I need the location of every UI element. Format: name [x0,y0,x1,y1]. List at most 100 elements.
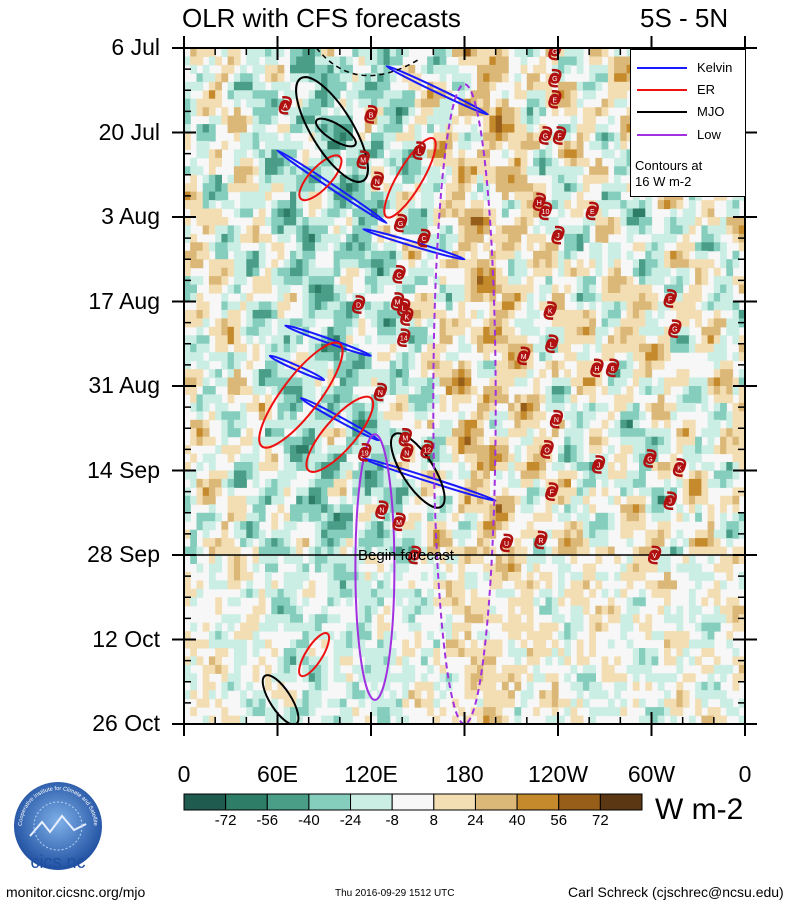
heatmap-cell [614,73,621,83]
heatmap-cell [632,318,640,328]
heatmap-cell [371,673,378,683]
heatmap-cell [614,571,621,581]
heatmap-cell [445,284,453,294]
heatmap-cell [333,56,341,66]
heatmap-cell [495,495,503,505]
heatmap-cell [458,335,466,345]
heatmap-cell [514,546,522,556]
heatmap-cell [626,436,634,446]
heatmap-cell [470,580,478,590]
heatmap-cell [682,673,690,683]
heatmap-cell [470,656,478,666]
heatmap-cell [445,504,453,514]
heatmap-cell [495,64,503,74]
heatmap-cell [439,200,447,210]
heatmap-cell [470,284,478,294]
heatmap-cell [514,124,522,134]
heatmap-cell [277,419,285,429]
heatmap-cell [682,250,690,260]
heatmap-cell [389,546,397,556]
heatmap-cell [314,664,322,674]
heatmap-cell [483,276,490,286]
heatmap-cell [277,478,285,488]
heatmap-cell [333,462,341,471]
heatmap-cell [477,597,484,607]
heatmap-cell [464,56,472,66]
heatmap-cell [670,301,677,311]
heatmap-cell [526,648,534,657]
heatmap-cell [314,622,322,632]
heatmap-cell [576,326,584,336]
heatmap-cell [265,107,272,117]
heatmap-cell [308,673,316,683]
heatmap-cell [377,56,384,66]
heatmap-cell [196,318,204,328]
heatmap-cell [713,681,721,691]
heatmap-cell [489,639,497,649]
heatmap-cell [495,386,503,395]
heatmap-cell [233,681,241,691]
heatmap-cell [439,512,447,522]
heatmap-cell [271,73,279,83]
heatmap-cell [639,495,646,505]
heatmap-cell [720,546,727,556]
heatmap-cell [246,335,254,345]
heatmap-cell [221,326,229,336]
heatmap-cell [501,318,509,328]
heatmap-cell [651,529,659,539]
heatmap-cell [576,124,584,134]
heatmap-cell [327,48,335,57]
heatmap-cell [626,343,634,353]
heatmap-cell [352,242,360,252]
heatmap-cell [458,419,466,429]
heatmap-cell [464,478,472,488]
heatmap-cell [639,259,646,269]
heatmap-cell [308,462,316,471]
heatmap-cell [252,284,260,294]
heatmap-cell [252,631,260,641]
heatmap-cell [265,360,272,370]
heatmap-cell [221,681,229,691]
heatmap-cell [645,529,653,539]
heatmap-cell [520,478,528,488]
heatmap-cell [452,318,459,328]
heatmap-cell [408,402,416,412]
heatmap-cell [477,402,484,412]
heatmap-cell [564,538,571,548]
heatmap-cell [352,445,360,455]
heatmap-cell [283,174,291,184]
heatmap-cell [526,445,534,455]
heatmap-cell [314,233,322,243]
heatmap-cell [327,149,335,159]
heatmap-cell [252,470,260,480]
heatmap-cell [371,259,378,269]
heatmap-cell [258,233,266,243]
heatmap-cell [333,386,341,395]
heatmap-cell [414,301,422,311]
heatmap-cell [439,48,447,57]
heatmap-cell [539,233,547,243]
heatmap-cell [489,402,497,412]
heatmap-cell [196,73,204,83]
heatmap-cell [252,504,260,514]
heatmap-cell [477,225,484,235]
heatmap-cell [539,157,547,167]
heatmap-cell [327,174,335,184]
heatmap-cell [695,386,702,395]
heatmap-cell [383,326,391,336]
heatmap-cell [558,360,565,370]
heatmap-cell [558,149,565,159]
heatmap-cell [402,284,409,294]
heatmap-cell [346,166,353,176]
heatmap-cell [277,529,285,539]
heatmap-cell [395,284,403,294]
heatmap-cell [202,140,210,150]
heatmap-cell [520,648,528,657]
heatmap-cell [196,48,204,57]
heatmap-cell [657,487,665,497]
heatmap-cell [414,157,422,167]
heatmap-cell [358,73,366,83]
heatmap-cell [377,335,384,345]
heatmap-cell [701,597,709,607]
heatmap-cell [346,107,353,117]
